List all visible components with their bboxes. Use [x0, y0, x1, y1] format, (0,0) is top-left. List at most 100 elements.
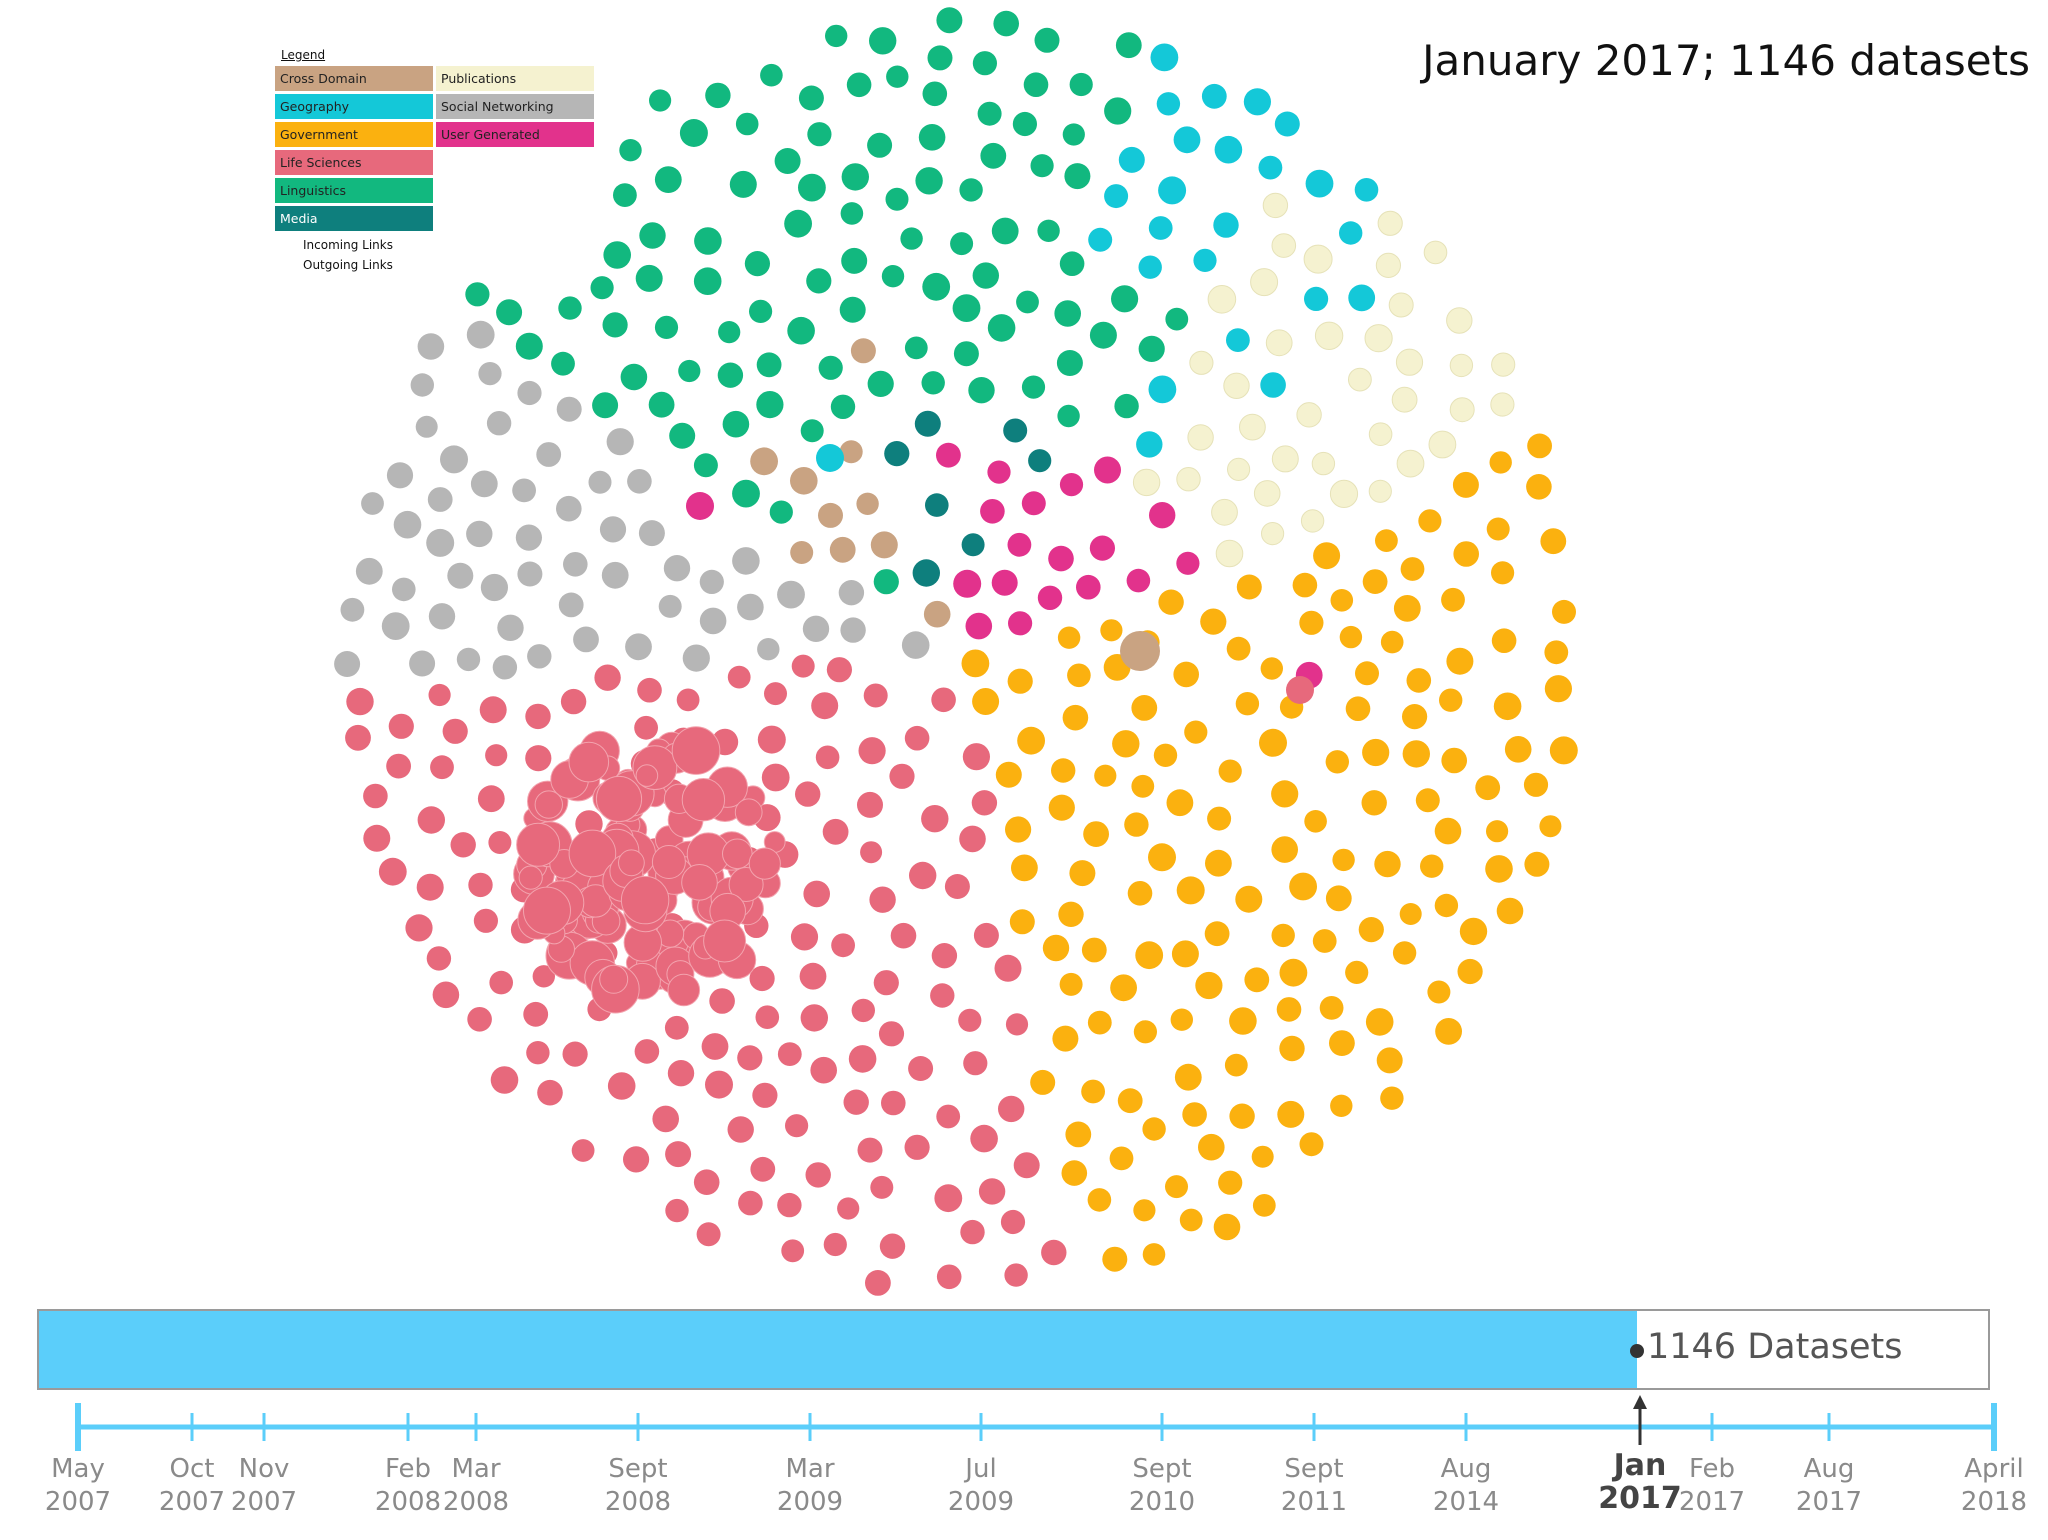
dataset-node[interactable]: [1089, 535, 1115, 561]
dataset-node[interactable]: [1304, 286, 1329, 311]
dataset-node[interactable]: [699, 569, 724, 595]
dataset-node[interactable]: [1030, 1069, 1056, 1095]
dataset-node[interactable]: [1166, 789, 1194, 817]
dataset-node[interactable]: [1449, 353, 1474, 378]
dataset-node[interactable]: [922, 272, 951, 301]
dataset-node[interactable]: [777, 580, 805, 609]
dataset-node[interactable]: [781, 1239, 805, 1263]
dataset-node[interactable]: [1182, 1102, 1207, 1127]
dataset-node[interactable]: [620, 363, 648, 391]
dataset-node[interactable]: [970, 1124, 998, 1153]
dataset-node[interactable]: [588, 470, 612, 494]
dataset-node[interactable]: [1104, 97, 1132, 125]
dataset-node[interactable]: [345, 724, 371, 751]
dataset-node[interactable]: [1100, 619, 1123, 642]
dataset-node[interactable]: [980, 499, 1005, 524]
dataset-node[interactable]: [977, 101, 1002, 126]
dataset-node[interactable]: [1054, 300, 1081, 327]
dataset-node[interactable]: [518, 865, 543, 890]
dataset-node[interactable]: [925, 493, 949, 517]
dataset-node[interactable]: [1069, 72, 1093, 97]
dataset-node[interactable]: [1304, 810, 1327, 833]
dataset-node[interactable]: [456, 647, 481, 672]
dataset-node[interactable]: [378, 857, 407, 886]
dataset-node[interactable]: [1059, 251, 1085, 276]
dataset-node[interactable]: [363, 783, 388, 809]
dataset-node[interactable]: [1375, 252, 1402, 278]
dataset-node[interactable]: [1420, 854, 1444, 878]
dataset-node[interactable]: [1396, 449, 1425, 478]
dataset-node[interactable]: [1459, 917, 1488, 946]
dataset-node[interactable]: [1110, 974, 1137, 1002]
dataset-node[interactable]: [1016, 290, 1039, 314]
dataset-node[interactable]: [638, 520, 665, 547]
dataset-node[interactable]: [619, 139, 642, 162]
dataset-node[interactable]: [1089, 321, 1117, 349]
timeline-tick-label[interactable]: Nov 2007: [231, 1453, 297, 1519]
dataset-node[interactable]: [750, 1156, 776, 1182]
dataset-node[interactable]: [1173, 661, 1199, 688]
dataset-node[interactable]: [1300, 509, 1325, 533]
dataset-node[interactable]: [1227, 457, 1251, 481]
dataset-node[interactable]: [1153, 743, 1178, 767]
dataset-node[interactable]: [1428, 430, 1457, 459]
dataset-node[interactable]: [1544, 675, 1572, 703]
dataset-node[interactable]: [1176, 876, 1205, 905]
dataset-node[interactable]: [1051, 758, 1076, 783]
dataset-node[interactable]: [603, 241, 631, 269]
dataset-node[interactable]: [1114, 393, 1139, 419]
dataset-node[interactable]: [1303, 244, 1333, 274]
dataset-node[interactable]: [1345, 960, 1369, 985]
dataset-node[interactable]: [918, 124, 946, 151]
dataset-node[interactable]: [602, 312, 628, 338]
dataset-node[interactable]: [432, 981, 460, 1009]
dataset-node[interactable]: [1243, 88, 1271, 116]
dataset-node[interactable]: [1368, 479, 1392, 503]
dataset-node[interactable]: [1271, 923, 1295, 948]
dataset-node[interactable]: [962, 743, 991, 771]
dataset-node[interactable]: [1271, 233, 1297, 258]
dataset-node[interactable]: [388, 713, 414, 739]
dataset-node[interactable]: [1005, 1013, 1029, 1036]
dataset-node[interactable]: [1434, 817, 1462, 845]
dataset-node[interactable]: [717, 362, 744, 388]
dataset-node[interactable]: [705, 1070, 733, 1099]
dataset-node[interactable]: [1148, 843, 1176, 872]
dataset-node[interactable]: [1017, 726, 1045, 755]
dataset-node[interactable]: [536, 442, 562, 467]
dataset-node[interactable]: [430, 755, 454, 780]
dataset-node[interactable]: [1391, 386, 1418, 413]
dataset-node[interactable]: [1250, 268, 1279, 297]
dataset-node[interactable]: [1496, 897, 1524, 925]
dataset-node[interactable]: [625, 633, 652, 661]
dataset-node[interactable]: [950, 232, 974, 256]
dataset-node[interactable]: [800, 1004, 828, 1032]
dataset-node[interactable]: [1402, 704, 1428, 730]
dataset-node[interactable]: [777, 1042, 802, 1066]
dataset-node[interactable]: [1007, 668, 1033, 694]
dataset-node[interactable]: [426, 528, 455, 557]
dataset-node[interactable]: [517, 380, 542, 406]
dataset-node[interactable]: [909, 861, 937, 890]
dataset-node[interactable]: [386, 462, 414, 489]
dataset-node[interactable]: [512, 478, 536, 503]
dataset-node[interactable]: [1526, 474, 1552, 500]
dataset-node[interactable]: [831, 933, 855, 958]
dataset-node[interactable]: [663, 555, 691, 582]
dataset-node[interactable]: [784, 209, 812, 238]
dataset-node[interactable]: [671, 726, 721, 775]
dataset-node[interactable]: [777, 1192, 802, 1218]
dataset-node[interactable]: [860, 841, 883, 864]
dataset-node[interactable]: [961, 533, 985, 557]
dataset-node[interactable]: [416, 873, 444, 901]
timeline[interactable]: May 2007 Oct 2007 Nov 2007 Feb 2008 Mar 2008 Sept 2…: [0, 1343, 2048, 1536]
dataset-node[interactable]: [732, 547, 760, 575]
dataset-node[interactable]: [679, 119, 708, 147]
dataset-node[interactable]: [1156, 92, 1181, 116]
dataset-node[interactable]: [1415, 788, 1440, 813]
dataset-node[interactable]: [1115, 32, 1142, 59]
dataset-node[interactable]: [1493, 692, 1522, 721]
dataset-node[interactable]: [886, 65, 909, 88]
dataset-node[interactable]: [968, 377, 995, 404]
dataset-node[interactable]: [652, 1105, 679, 1133]
